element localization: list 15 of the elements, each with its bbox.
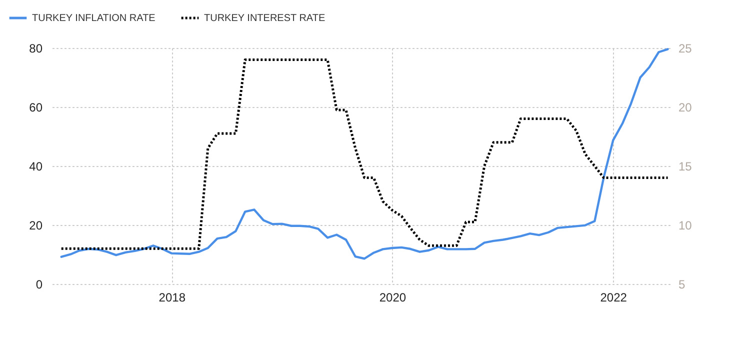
y2-tick-label: 15 <box>678 160 692 174</box>
x-tick-label: 2022 <box>600 290 628 304</box>
y2-tick-label: 25 <box>678 42 692 56</box>
y2-tick-label: 5 <box>678 278 686 292</box>
y2-tick-label: 20 <box>678 100 692 114</box>
y-tick-label: 20 <box>29 218 43 232</box>
x-tick-label: 2018 <box>158 290 186 304</box>
y2-tick-label: 10 <box>678 218 692 232</box>
legend-label: TURKEY INFLATION RATE <box>32 13 156 24</box>
x-tick-label: 2020 <box>379 290 406 304</box>
legend-label: TURKEY INTEREST RATE <box>204 13 326 24</box>
y-tick-label: 40 <box>29 160 43 174</box>
y-tick-label: 0 <box>36 278 43 292</box>
y-tick-label: 60 <box>29 100 43 114</box>
y-tick-label: 80 <box>29 42 43 56</box>
